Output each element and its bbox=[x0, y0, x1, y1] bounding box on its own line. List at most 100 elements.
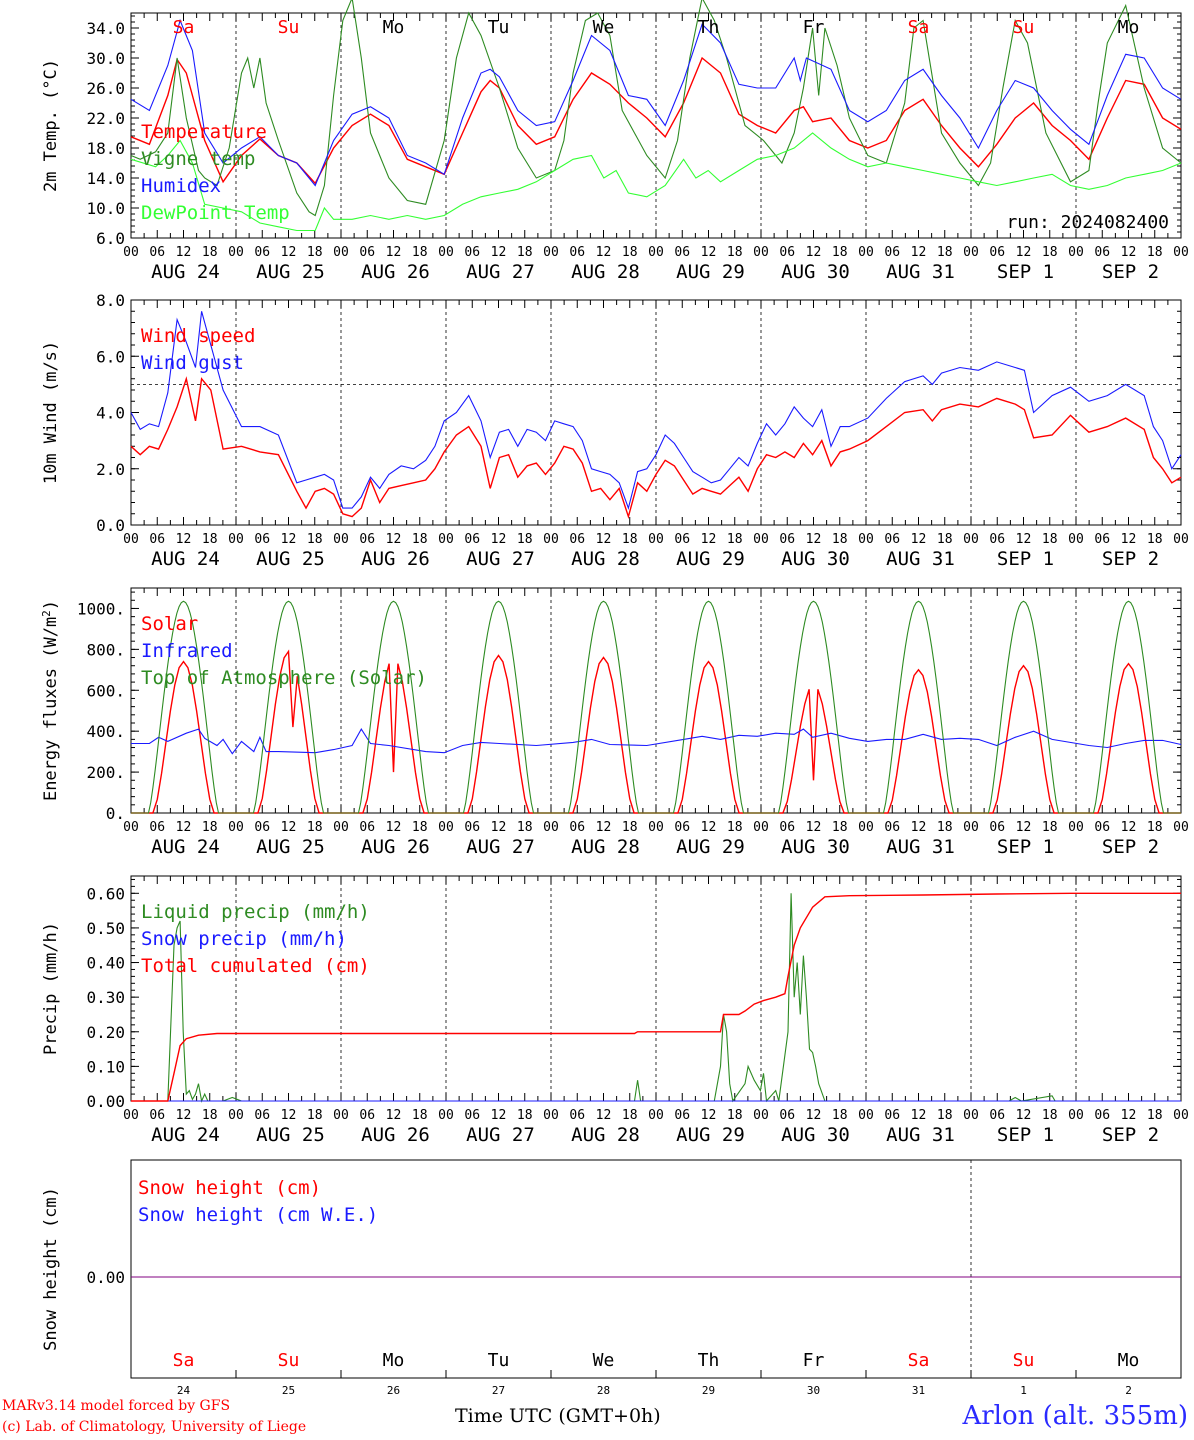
y-tick-label: 0.40 bbox=[86, 954, 125, 973]
hour-tick-label: 12 bbox=[596, 532, 612, 547]
hour-tick-label: 00 bbox=[333, 532, 349, 547]
weekday-label: Fr bbox=[803, 17, 825, 38]
date-label: AUG 29 bbox=[676, 1124, 745, 1146]
hour-tick-label: 06 bbox=[569, 532, 585, 547]
panel-1: 2m Temp. (°C) bbox=[41, 0, 1182, 239]
hour-tick-label: 12 bbox=[806, 820, 822, 835]
hour-tick-label: 12 bbox=[176, 1108, 192, 1123]
hour-tick-label: 12 bbox=[176, 532, 192, 547]
hour-tick-label: 00 bbox=[333, 1108, 349, 1123]
y-tick-label: 18.0 bbox=[86, 139, 125, 158]
weekday-label: Sa bbox=[173, 1350, 195, 1371]
hour-tick-label: 00 bbox=[438, 245, 454, 260]
hour-tick-label: 06 bbox=[254, 532, 270, 547]
date-label: AUG 31 bbox=[886, 548, 955, 570]
weekday-label: Fr bbox=[803, 1350, 825, 1371]
hour-tick-label: 00 bbox=[1173, 532, 1189, 547]
hour-tick-label: 06 bbox=[884, 532, 900, 547]
hour-tick-label: 00 bbox=[228, 1108, 244, 1123]
run-annotation: run: 2024082400 bbox=[1006, 212, 1169, 233]
date-label: AUG 28 bbox=[571, 836, 640, 858]
hour-tick-label: 06 bbox=[1094, 820, 1110, 835]
hour-tick-label: 06 bbox=[359, 245, 375, 260]
legend-label: Humidex bbox=[141, 175, 221, 197]
hour-tick-label: 18 bbox=[727, 245, 743, 260]
date-label: AUG 30 bbox=[781, 836, 850, 858]
hour-tick-label: 06 bbox=[569, 1108, 585, 1123]
hour-tick-label: 06 bbox=[674, 245, 690, 260]
day-number-label: 25 bbox=[282, 1384, 295, 1397]
hour-tick-label: 18 bbox=[517, 1108, 533, 1123]
hour-tick-label: 06 bbox=[884, 820, 900, 835]
hour-tick-label: 18 bbox=[832, 245, 848, 260]
series-line-top-of-atmosphere-solar- bbox=[131, 600, 1181, 814]
date-label: AUG 25 bbox=[256, 1124, 325, 1146]
legend-label: Wind speed bbox=[141, 325, 255, 347]
date-label: AUG 28 bbox=[571, 261, 640, 283]
hour-tick-label: 18 bbox=[1147, 820, 1163, 835]
y-axis-label: Energy fluxes (W/m2) bbox=[40, 600, 62, 801]
y-axis-label: Precip (mm/h) bbox=[41, 922, 61, 1055]
weekday-label: Mo bbox=[383, 17, 405, 38]
hour-tick-label: 18 bbox=[937, 1108, 953, 1123]
hour-tick-label: 18 bbox=[307, 532, 323, 547]
weekday-label: Th bbox=[698, 17, 720, 38]
hour-tick-label: 12 bbox=[281, 245, 297, 260]
date-label: AUG 27 bbox=[466, 1124, 535, 1146]
hour-tick-label: 18 bbox=[412, 820, 428, 835]
hour-tick-label: 12 bbox=[1121, 532, 1137, 547]
y-tick-label: 1000. bbox=[77, 599, 125, 618]
date-label: AUG 24 bbox=[151, 836, 220, 858]
y-tick-label: 0. bbox=[106, 804, 125, 823]
plot-frame bbox=[130, 587, 1182, 814]
hour-tick-label: 06 bbox=[779, 1108, 795, 1123]
hour-tick-label: 06 bbox=[359, 532, 375, 547]
hour-tick-label: 12 bbox=[176, 245, 192, 260]
hour-tick-label: 18 bbox=[727, 532, 743, 547]
date-label: SEP 1 bbox=[997, 548, 1054, 570]
weekday-label: Tu bbox=[488, 17, 510, 38]
hour-tick-label: 00 bbox=[858, 532, 874, 547]
y-tick-label: 6.0 bbox=[96, 229, 125, 248]
hour-tick-label: 12 bbox=[596, 245, 612, 260]
date-label: AUG 29 bbox=[676, 836, 745, 858]
date-label: SEP 1 bbox=[997, 1124, 1054, 1146]
weekday-label: Sa bbox=[908, 1350, 930, 1371]
y-tick-label: 0.00 bbox=[86, 1268, 125, 1287]
legend-label: Temperature bbox=[141, 121, 267, 143]
hour-tick-label: 00 bbox=[1068, 820, 1084, 835]
hour-tick-label: 00 bbox=[1068, 532, 1084, 547]
date-label: AUG 27 bbox=[466, 261, 535, 283]
hour-tick-label: 00 bbox=[543, 245, 559, 260]
hour-tick-label: 00 bbox=[858, 245, 874, 260]
date-label: AUG 29 bbox=[676, 261, 745, 283]
hour-tick-label: 00 bbox=[123, 245, 139, 260]
hour-tick-label: 18 bbox=[412, 532, 428, 547]
hour-tick-label: 18 bbox=[307, 820, 323, 835]
hour-tick-label: 00 bbox=[1068, 245, 1084, 260]
hour-tick-label: 00 bbox=[228, 532, 244, 547]
weekday-label: Tu bbox=[488, 1350, 510, 1371]
day-number-label: 29 bbox=[702, 1384, 715, 1397]
date-label: AUG 27 bbox=[466, 548, 535, 570]
hour-tick-label: 00 bbox=[858, 1108, 874, 1123]
date-label: AUG 30 bbox=[781, 261, 850, 283]
hour-tick-label: 12 bbox=[491, 532, 507, 547]
hour-tick-label: 06 bbox=[779, 532, 795, 547]
hour-tick-label: 06 bbox=[884, 245, 900, 260]
legend-label: Snow height (cm) bbox=[138, 1177, 321, 1199]
hour-tick-label: 06 bbox=[149, 245, 165, 260]
date-label: AUG 26 bbox=[361, 548, 430, 570]
hour-tick-label: 00 bbox=[333, 245, 349, 260]
hour-tick-label: 00 bbox=[753, 245, 769, 260]
hour-tick-label: 06 bbox=[359, 1108, 375, 1123]
hour-tick-label: 00 bbox=[543, 1108, 559, 1123]
date-label: AUG 28 bbox=[571, 1124, 640, 1146]
hour-tick-label: 12 bbox=[386, 532, 402, 547]
y-axis-label: 2m Temp. (°C) bbox=[41, 59, 61, 192]
hour-tick-label: 06 bbox=[884, 1108, 900, 1123]
hour-tick-label: 18 bbox=[1042, 1108, 1058, 1123]
hour-tick-label: 12 bbox=[1016, 820, 1032, 835]
hour-tick-label: 18 bbox=[202, 532, 218, 547]
